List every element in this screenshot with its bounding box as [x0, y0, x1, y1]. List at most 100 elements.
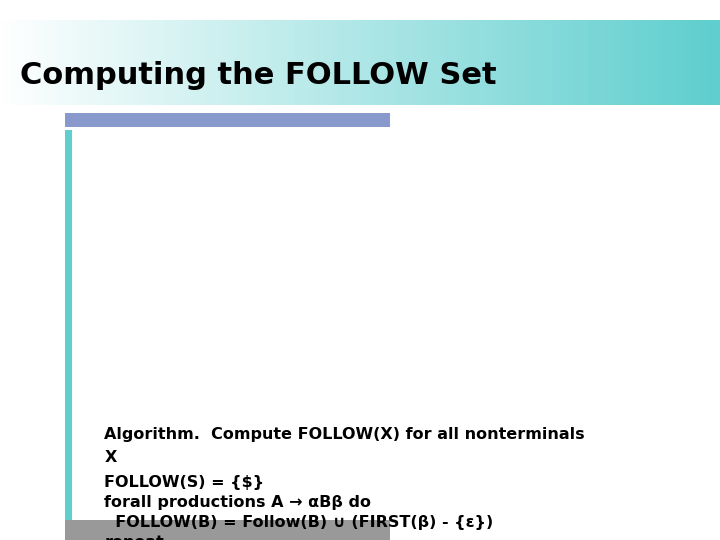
Bar: [657, 20, 660, 105]
Bar: [547, 20, 549, 105]
Bar: [533, 20, 535, 105]
Bar: [254, 20, 257, 105]
Bar: [65, 520, 390, 540]
Bar: [466, 20, 468, 105]
Bar: [552, 20, 554, 105]
Bar: [540, 20, 542, 105]
Bar: [243, 20, 245, 105]
Bar: [283, 20, 286, 105]
Bar: [199, 20, 202, 105]
Bar: [439, 20, 441, 105]
Bar: [99, 20, 101, 105]
Bar: [24, 20, 27, 105]
Bar: [146, 20, 149, 105]
Bar: [374, 20, 377, 105]
Bar: [252, 20, 254, 105]
Bar: [261, 20, 264, 105]
Bar: [269, 20, 271, 105]
Bar: [554, 20, 557, 105]
Bar: [612, 20, 614, 105]
Bar: [180, 20, 182, 105]
Bar: [614, 20, 617, 105]
Bar: [682, 20, 684, 105]
Bar: [257, 20, 259, 105]
Bar: [43, 20, 45, 105]
Bar: [122, 20, 125, 105]
Bar: [451, 20, 454, 105]
Bar: [686, 20, 689, 105]
Text: X: X: [104, 450, 117, 465]
Bar: [495, 20, 497, 105]
Bar: [221, 20, 223, 105]
Bar: [485, 20, 487, 105]
Bar: [218, 20, 221, 105]
Bar: [369, 20, 372, 105]
Bar: [396, 20, 398, 105]
Bar: [19, 20, 22, 105]
Bar: [598, 20, 600, 105]
Bar: [564, 20, 567, 105]
Bar: [427, 20, 430, 105]
Bar: [667, 20, 670, 105]
Bar: [626, 20, 629, 105]
Bar: [698, 20, 701, 105]
Bar: [233, 20, 235, 105]
Text: FOLLOW(B) = Follow(B) ∪ (FIRST(β) - {ε}): FOLLOW(B) = Follow(B) ∪ (FIRST(β) - {ε}): [104, 516, 494, 530]
Bar: [214, 20, 216, 105]
Bar: [372, 20, 374, 105]
Bar: [341, 20, 343, 105]
Bar: [211, 20, 214, 105]
Bar: [415, 20, 418, 105]
Bar: [322, 20, 324, 105]
Bar: [27, 20, 29, 105]
Bar: [585, 20, 588, 105]
Bar: [571, 20, 574, 105]
Bar: [101, 20, 103, 105]
Bar: [41, 20, 43, 105]
Bar: [331, 20, 333, 105]
Bar: [113, 20, 115, 105]
Bar: [480, 20, 482, 105]
Bar: [701, 20, 703, 105]
Bar: [279, 20, 281, 105]
Bar: [360, 20, 362, 105]
Bar: [142, 20, 144, 105]
Bar: [362, 20, 365, 105]
Bar: [708, 20, 711, 105]
Bar: [86, 20, 89, 105]
Bar: [672, 20, 675, 105]
Bar: [353, 20, 355, 105]
Bar: [665, 20, 667, 105]
Bar: [115, 20, 117, 105]
Bar: [286, 20, 288, 105]
Bar: [639, 20, 641, 105]
Bar: [67, 20, 70, 105]
Bar: [567, 20, 569, 105]
Bar: [574, 20, 576, 105]
Bar: [490, 20, 492, 105]
Text: repeat: repeat: [104, 536, 164, 540]
Bar: [559, 20, 562, 105]
Text: Computing the FOLLOW Set: Computing the FOLLOW Set: [20, 60, 497, 90]
Bar: [511, 20, 513, 105]
Bar: [178, 20, 180, 105]
Bar: [430, 20, 432, 105]
Bar: [346, 20, 348, 105]
Bar: [646, 20, 648, 105]
Bar: [413, 20, 415, 105]
Bar: [14, 20, 17, 105]
Bar: [531, 20, 533, 105]
Bar: [456, 20, 459, 105]
Bar: [351, 20, 353, 105]
Bar: [684, 20, 686, 105]
Bar: [12, 20, 14, 105]
Bar: [247, 20, 250, 105]
Bar: [91, 20, 94, 105]
Bar: [94, 20, 96, 105]
Bar: [175, 20, 178, 105]
Bar: [89, 20, 91, 105]
Bar: [302, 20, 305, 105]
Bar: [405, 20, 408, 105]
Bar: [58, 20, 60, 105]
Bar: [418, 20, 420, 105]
